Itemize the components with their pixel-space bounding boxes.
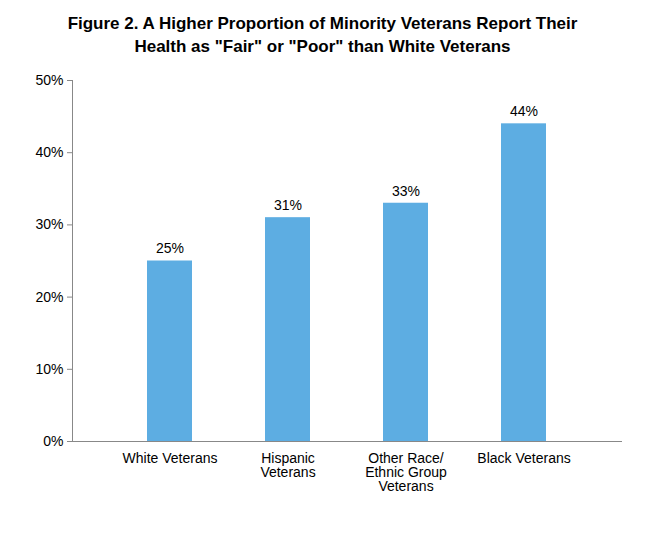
svg-text:31%: 31%	[274, 197, 302, 213]
svg-text:20%: 20%	[35, 289, 63, 305]
svg-text:10%: 10%	[35, 361, 63, 377]
svg-text:33%: 33%	[392, 183, 420, 199]
svg-text:0%: 0%	[43, 433, 63, 449]
svg-text:White Veterans: White Veterans	[123, 450, 218, 466]
svg-text:50%: 50%	[35, 72, 63, 88]
svg-text:40%: 40%	[35, 144, 63, 160]
svg-text:Black Veterans: Black Veterans	[477, 450, 570, 466]
svg-text:30%: 30%	[35, 216, 63, 232]
svg-text:25%: 25%	[156, 240, 184, 256]
svg-text:Other Race/Ethnic GroupVeteran: Other Race/Ethnic GroupVeterans	[365, 450, 447, 494]
svg-text:44%: 44%	[510, 103, 538, 119]
html-text:Figure 2. A Higher Proportion: Figure 2. A Higher Proportion of Minorit…	[67, 14, 578, 56]
svg-text:HispanicVeterans: HispanicVeterans	[260, 450, 315, 480]
